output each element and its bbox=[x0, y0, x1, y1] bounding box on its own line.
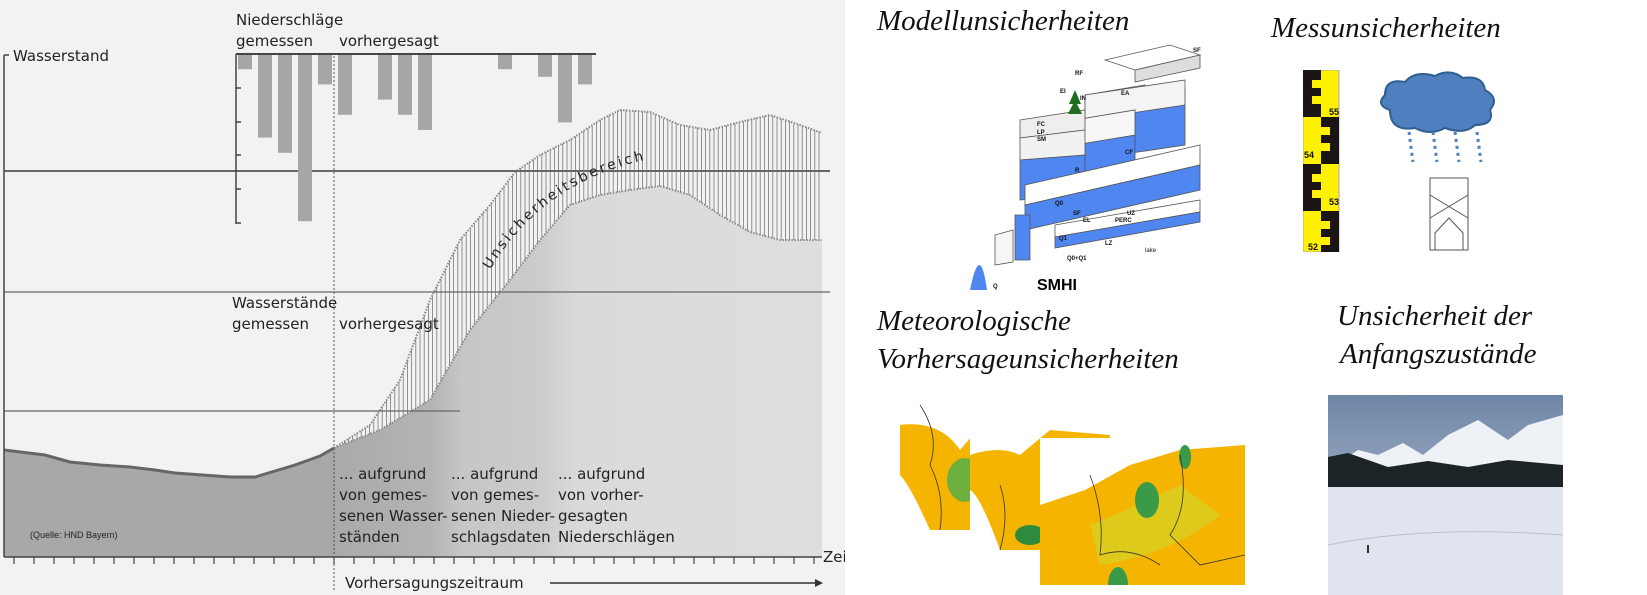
svg-text:SM: SM bbox=[1037, 137, 1046, 143]
measured-water-level-line bbox=[3, 446, 335, 479]
precip-bar bbox=[558, 54, 572, 123]
precip-bar bbox=[318, 54, 332, 85]
svg-text:54: 54 bbox=[1304, 150, 1314, 160]
svg-text:R: R bbox=[1075, 168, 1080, 174]
precip-bar bbox=[238, 54, 252, 70]
svg-text:LP: LP bbox=[1037, 130, 1045, 136]
lower-bound-line bbox=[333, 184, 822, 449]
precip-bar bbox=[418, 54, 432, 130]
rain-cloud-and-gauge bbox=[1380, 71, 1495, 251]
svg-text:senen Wasser-: senen Wasser- bbox=[339, 507, 448, 525]
precipitation-bars bbox=[238, 54, 592, 222]
x-axis-ticks bbox=[13, 557, 815, 564]
hbv-model-illustration: SF RF EI IN EA FC LP SM CF R UZ Q0 SF EL… bbox=[970, 44, 1202, 294]
precip-bar bbox=[278, 54, 292, 153]
svg-text:FC: FC bbox=[1037, 122, 1046, 128]
svg-text:UZ: UZ bbox=[1127, 211, 1135, 217]
snow-landscape-photo bbox=[1328, 395, 1563, 595]
precip-bar bbox=[298, 54, 312, 222]
precip-forecast-label: vorhergesagt bbox=[339, 32, 439, 50]
meteo-title-line-2: Vorhersageunsicherheiten bbox=[877, 343, 1179, 375]
svg-text:EA: EA bbox=[1121, 91, 1130, 97]
precip-bar bbox=[578, 54, 592, 85]
measurement-uncertainty-title: Messunsicherheiten bbox=[1271, 12, 1501, 44]
svg-text:LZ: LZ bbox=[1105, 241, 1113, 247]
levels-title: Wasserstände bbox=[232, 294, 337, 312]
precip-title: Niederschläge bbox=[236, 11, 343, 29]
levels-measured-label: gemessen bbox=[232, 315, 309, 333]
svg-text:von vorher-: von vorher- bbox=[558, 486, 644, 504]
svg-text:... aufgrund: ... aufgrund bbox=[451, 465, 538, 483]
svg-text:IN: IN bbox=[1080, 96, 1086, 102]
water-gauge-staff: 55 54 53 52 bbox=[1303, 70, 1340, 252]
svg-text:Q0: Q0 bbox=[1055, 201, 1064, 207]
precip-bar bbox=[498, 54, 512, 70]
svg-text:53: 53 bbox=[1329, 197, 1339, 207]
phase-3-text: ... aufgrund von vorher- gesagten Niedersc… bbox=[558, 465, 675, 546]
svg-text:ständen: ständen bbox=[339, 528, 400, 546]
svg-text:SF: SF bbox=[1193, 48, 1201, 54]
svg-text:lake: lake bbox=[1145, 248, 1157, 254]
precip-bar bbox=[398, 54, 412, 115]
svg-text:EI: EI bbox=[1060, 89, 1066, 95]
precip-bar bbox=[258, 54, 272, 138]
initial-state-title-line-2: Anfangszustände bbox=[1340, 338, 1537, 370]
svg-text:RF: RF bbox=[1075, 71, 1083, 77]
svg-text:SF: SF bbox=[1073, 211, 1081, 217]
model-uncertainty-title: Modellunsicherheiten bbox=[877, 5, 1130, 37]
smhi-logo: SMHI bbox=[1037, 277, 1077, 294]
svg-text:Q0+Q1: Q0+Q1 bbox=[1067, 256, 1087, 262]
water-level-forecast-diagram: Wasserstand Niederschläge gemessen vorhe… bbox=[0, 0, 845, 595]
svg-text:von gemes-: von gemes- bbox=[451, 486, 539, 504]
diagram-svg: Wasserstand Niederschläge gemessen vorhe… bbox=[3, 11, 845, 592]
forecast-period-label: Vorhersagungszeitraum bbox=[345, 574, 524, 592]
precip-bar bbox=[338, 54, 352, 115]
svg-text:EL: EL bbox=[1083, 218, 1091, 224]
source-note: (Quelle: HND Bayern) bbox=[30, 530, 118, 540]
svg-text:... aufgrund: ... aufgrund bbox=[558, 465, 645, 483]
svg-text:senen Nieder-: senen Nieder- bbox=[451, 507, 555, 525]
precip-bar bbox=[538, 54, 552, 77]
svg-text:55: 55 bbox=[1329, 107, 1339, 117]
rain-gauge-icon bbox=[1429, 177, 1469, 251]
precip-measured-label: gemessen bbox=[236, 32, 313, 50]
svg-text:Q: Q bbox=[993, 284, 998, 290]
svg-text:Q1: Q1 bbox=[1059, 236, 1068, 242]
svg-text:... aufgrund: ... aufgrund bbox=[339, 465, 426, 483]
precipitation-forecast-maps bbox=[900, 395, 1246, 585]
svg-text:von gemes-: von gemes- bbox=[339, 486, 427, 504]
initial-state-title-line-1: Unsicherheit der bbox=[1337, 300, 1533, 332]
svg-text:Niederschlägen: Niederschlägen bbox=[558, 528, 675, 546]
measured-water-level-area bbox=[4, 448, 334, 557]
svg-text:52: 52 bbox=[1308, 242, 1318, 252]
levels-forecast-label: vorhergesagt bbox=[339, 315, 439, 333]
phase-1-text: ... aufgrund von gemes- senen Wasser-stän… bbox=[339, 465, 448, 546]
meteo-title-line-1: Meteorologische bbox=[877, 305, 1071, 337]
precip-bar bbox=[378, 54, 392, 100]
cloud-icon bbox=[1380, 71, 1495, 133]
upper-bound-line bbox=[333, 108, 823, 449]
phase-2-text: ... aufgrund von gemes- senen Nieder-schl… bbox=[451, 465, 555, 546]
x-axis-label: Zeit bbox=[823, 548, 845, 566]
svg-text:schlagsdaten: schlagsdaten bbox=[451, 528, 551, 546]
svg-text:PERC: PERC bbox=[1115, 218, 1132, 224]
svg-text:gesagten: gesagten bbox=[558, 507, 628, 525]
svg-text:CF: CF bbox=[1125, 150, 1133, 156]
forecast-area bbox=[334, 186, 822, 557]
y-axis-label: Wasserstand bbox=[13, 47, 109, 65]
